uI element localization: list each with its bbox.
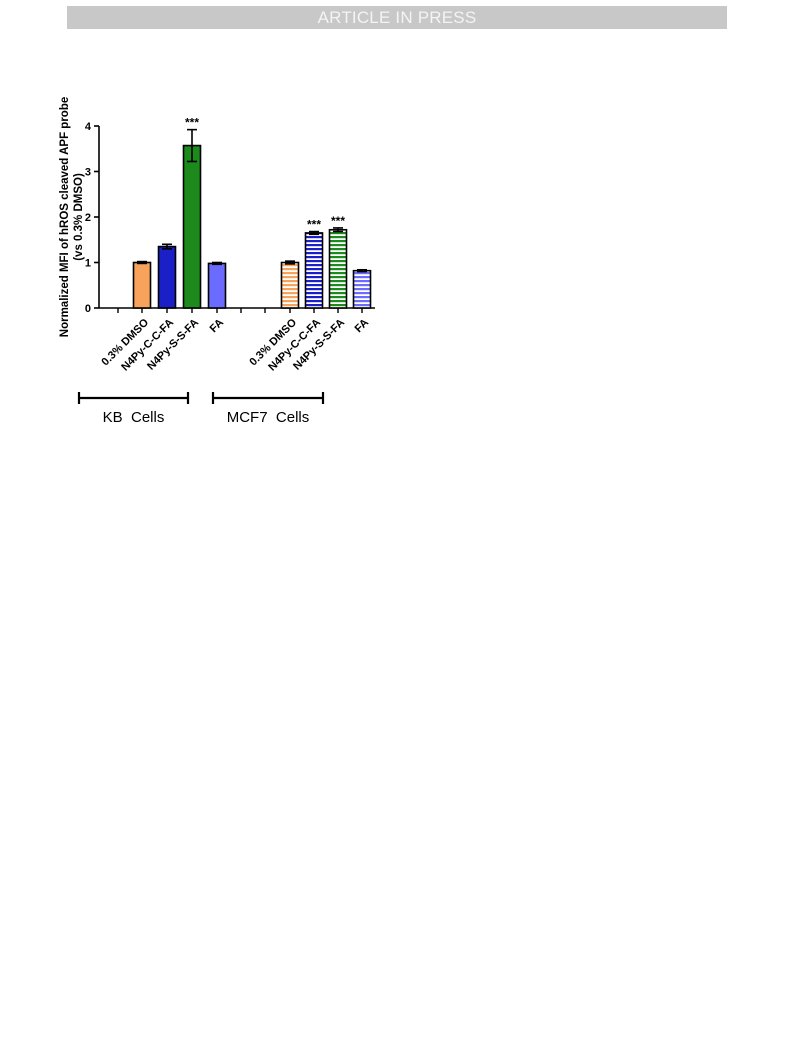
category-label: FA [208,317,226,335]
significance-label: *** [331,214,345,228]
bar-kb-1 [157,245,177,309]
y-axis-label-line-2: (vs 0.3% DMSO) [73,173,85,261]
bar-mcf7-2 [328,228,348,309]
bar-mcf7-1 [304,232,324,309]
y-tick-label: 3 [85,167,91,179]
category-label: FA [353,317,371,335]
bar-kb-2 [182,144,202,309]
bar-mcf7-0 [280,261,300,309]
group-label: MCF7 Cells [227,409,310,426]
y-tick-label: 4 [85,121,92,133]
article-in-press-banner: ARTICLE IN PRESS [67,6,727,29]
y-tick-label: 1 [85,258,91,270]
bar-kb-3 [207,262,227,309]
y-tick-label: 0 [85,303,91,315]
y-tick-label: 2 [85,212,91,224]
y-axis-label-line-1: Normalized MFI of hROS cleaved APF probe [59,97,71,337]
significance-label: *** [307,218,321,232]
bar-mcf7-3 [352,269,372,309]
group-label: KB Cells [103,409,165,426]
bar-kb-0 [132,261,152,309]
significance-label: *** [185,116,199,130]
